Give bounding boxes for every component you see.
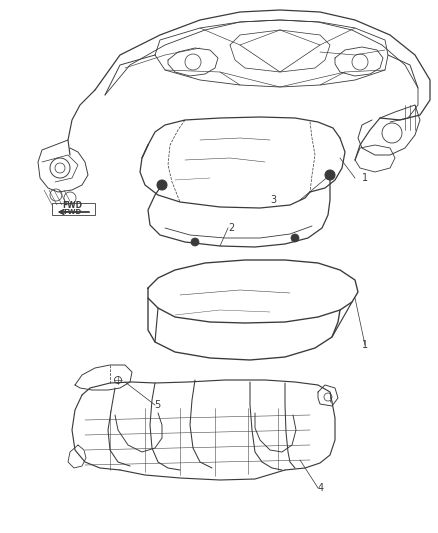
Text: 1: 1 (362, 173, 368, 183)
Text: FWD: FWD (62, 201, 82, 210)
Text: FWD: FWD (64, 209, 82, 215)
Text: 4: 4 (318, 483, 324, 493)
Circle shape (157, 180, 167, 190)
Text: 3: 3 (270, 195, 276, 205)
Circle shape (325, 170, 335, 180)
Circle shape (191, 238, 199, 246)
Circle shape (291, 234, 299, 242)
Text: 1: 1 (362, 340, 368, 350)
Text: 2: 2 (228, 223, 234, 233)
Text: 5: 5 (154, 400, 160, 410)
FancyBboxPatch shape (52, 203, 95, 215)
